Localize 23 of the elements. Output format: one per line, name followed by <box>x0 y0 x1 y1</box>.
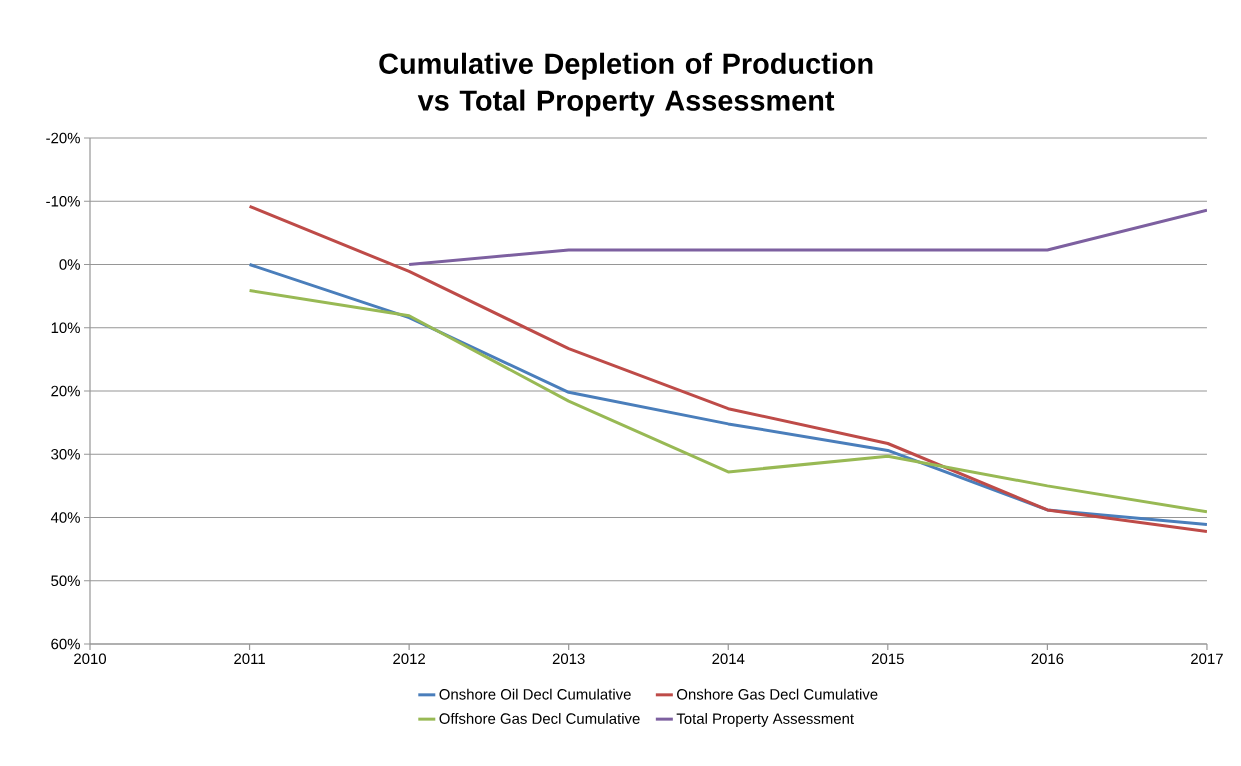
x-tick-label: 2015 <box>871 653 904 665</box>
legend-label: Offshore Gas Decl Cumulative <box>439 712 640 724</box>
y-tick-label: 60% <box>51 638 80 650</box>
line-series <box>248 204 1207 533</box>
x-tick-label: 2016 <box>1031 653 1064 665</box>
y-tick-label: -10% <box>46 195 80 207</box>
legend-label: Onshore Oil Decl Cumulative <box>439 688 631 700</box>
chart-title: Cumulative Depletion of Production vs Total Property Assessment <box>379 52 873 117</box>
y-tick-label: 10% <box>51 322 80 334</box>
y-tick-label: 40% <box>50 512 80 523</box>
y-tick-label: 30% <box>51 448 80 460</box>
x-tick-label: 2011 <box>234 653 265 665</box>
x-tick-label: 2012 <box>393 653 425 665</box>
y-tick-label: 50% <box>51 575 80 587</box>
y-tick-label: 0% <box>59 259 80 270</box>
y-tick-label: -20% <box>46 132 80 144</box>
legend-label: Total Property Assessment <box>676 712 854 727</box>
x-tick-label: 2010 <box>74 653 107 665</box>
x-tick-label: 2017 <box>1191 653 1223 665</box>
x-tick-label: 2014 <box>712 653 745 665</box>
legend-label: Onshore Gas Decl Cumulative <box>677 688 878 700</box>
y-tick-label: 20% <box>51 385 80 397</box>
x-tick-label: 2013 <box>552 653 585 665</box>
